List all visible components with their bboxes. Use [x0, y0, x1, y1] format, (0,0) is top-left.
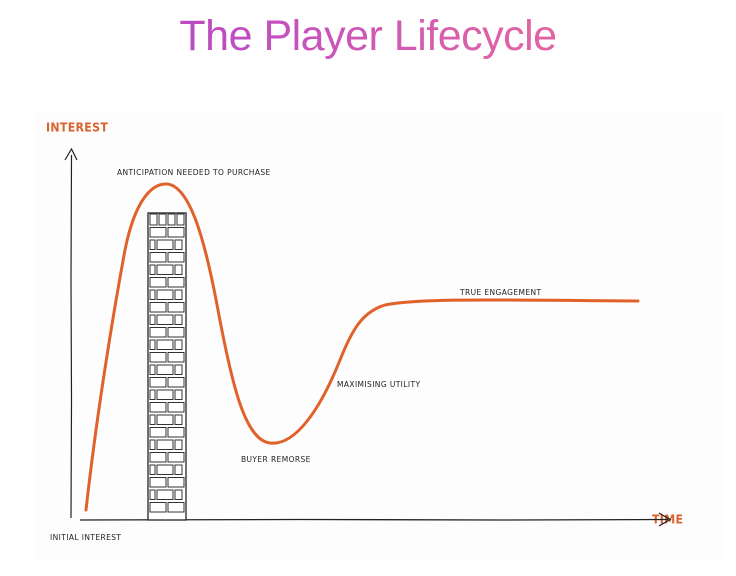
x-axis-arrow-icon — [658, 512, 672, 527]
brick-wall — [147, 212, 187, 521]
page-title: The Player Lifecycle — [0, 8, 736, 64]
interest-curve — [84, 182, 640, 512]
x-axis — [79, 512, 672, 527]
annotation-peak: Anticipation needed to purchase — [117, 168, 271, 177]
y-axis — [64, 147, 78, 519]
y-axis-label: INTEREST — [46, 120, 109, 135]
y-axis-arrow-icon — [64, 147, 78, 161]
annotation-plateau: True engagement — [460, 288, 542, 297]
annotation-trough: Buyer remorse — [241, 455, 311, 464]
annotation-recovery: Maximising utility — [337, 380, 421, 389]
annotation-initial: Initial interest — [50, 533, 122, 542]
